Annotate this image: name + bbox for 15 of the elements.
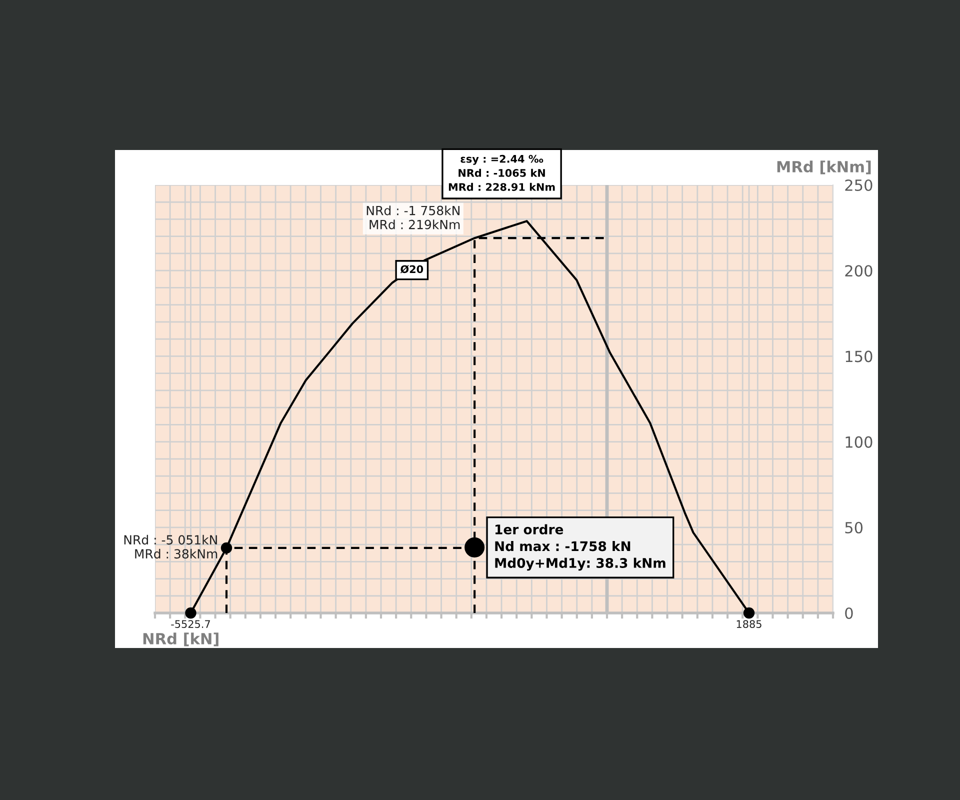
y-tick-label: 100 [846,436,872,448]
x-tick-label: -5525.7 [171,620,210,628]
annotation: 1er ordre Nd max : -1758 kN Md0y+Md1y: 38.3 kNm [495,524,666,571]
y-tick-label: 200 [845,265,872,277]
annotation: NRd : -5 051kN MRd : 38kNm [124,534,218,559]
x-axis-title: NRd [kN] [143,632,218,646]
y-axis-title: MRd [kNm] [777,160,871,174]
annotation: εsy : =2.44 ‰ NRd : -1065 kN MRd : 228.91 kNm [448,154,555,191]
annotation: NRd : -1 758kN MRd : 219kNm [366,206,460,230]
y-tick-label: 250 [845,179,872,192]
annotation: Ø20 [400,264,424,274]
y-tick-label: 50 [845,522,863,534]
y-tick-label: 150 [846,350,872,362]
x-tick-label: 1885 [736,620,762,628]
y-tick-label: 0 [845,607,853,620]
